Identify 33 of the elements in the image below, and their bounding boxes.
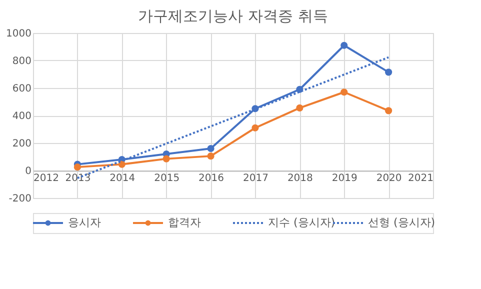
x-tick-label: 2013 <box>65 173 91 184</box>
x-tick-label: 2018 <box>287 173 313 184</box>
y-tick-label: 1000 <box>6 28 32 40</box>
point <box>252 124 259 132</box>
point <box>118 160 126 168</box>
point <box>385 68 392 76</box>
x-tick-label: 2021 <box>408 173 434 184</box>
legend-label: 응시자 <box>68 216 101 229</box>
x-tick-label: 2020 <box>376 173 402 184</box>
point <box>74 164 81 171</box>
point <box>162 155 170 162</box>
y-tick-label: 200 <box>12 138 32 150</box>
x-tick-label: 2012 <box>34 173 59 184</box>
x-tick-label: 2015 <box>154 173 180 184</box>
point <box>340 88 348 96</box>
point <box>207 144 214 152</box>
x-tick-label: 2016 <box>198 173 224 184</box>
y-tick-label: 600 <box>12 84 32 94</box>
y-tick-label: -200 <box>8 194 32 204</box>
legend-label: 지수 (응시자) <box>268 216 336 229</box>
point <box>207 152 214 160</box>
x-tick-label: 2014 <box>110 173 136 184</box>
x-tick-label: 2017 <box>242 173 268 184</box>
point <box>296 104 304 112</box>
y-tick-label: 400 <box>12 111 32 122</box>
legend-label: 선형 (응시자) <box>368 216 436 229</box>
chart-title: 가구제조기능사 자격증 취득 <box>138 7 328 25</box>
point <box>385 107 392 114</box>
y-tick-label: 800 <box>12 56 32 67</box>
y-tick-label: 0 <box>25 166 32 177</box>
legend-label: 합격자 <box>168 216 201 229</box>
point <box>340 42 348 49</box>
x-tick-label: 2019 <box>332 173 358 184</box>
